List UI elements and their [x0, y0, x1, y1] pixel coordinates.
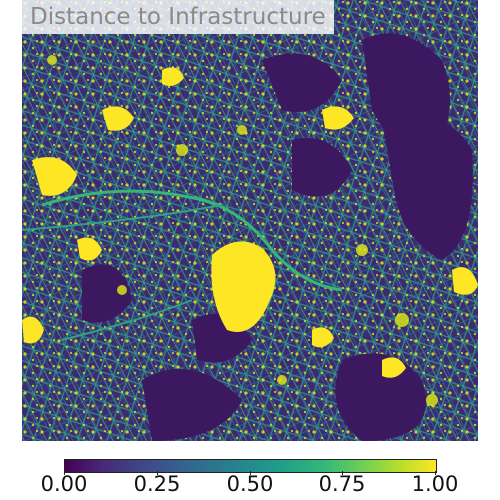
- colorbar-tick-label: 0.00: [24, 472, 104, 496]
- map-raster-image: [22, 0, 478, 441]
- colorbar-tick-label: 0.50: [210, 472, 290, 496]
- colorbar-tick-label: 1.00: [395, 472, 475, 496]
- colorbar-tick-label: 0.25: [117, 472, 197, 496]
- map-raster: [22, 0, 478, 441]
- map-title: Distance to Infrastructure: [22, 0, 334, 34]
- colorbar-tick-label: 0.75: [302, 472, 382, 496]
